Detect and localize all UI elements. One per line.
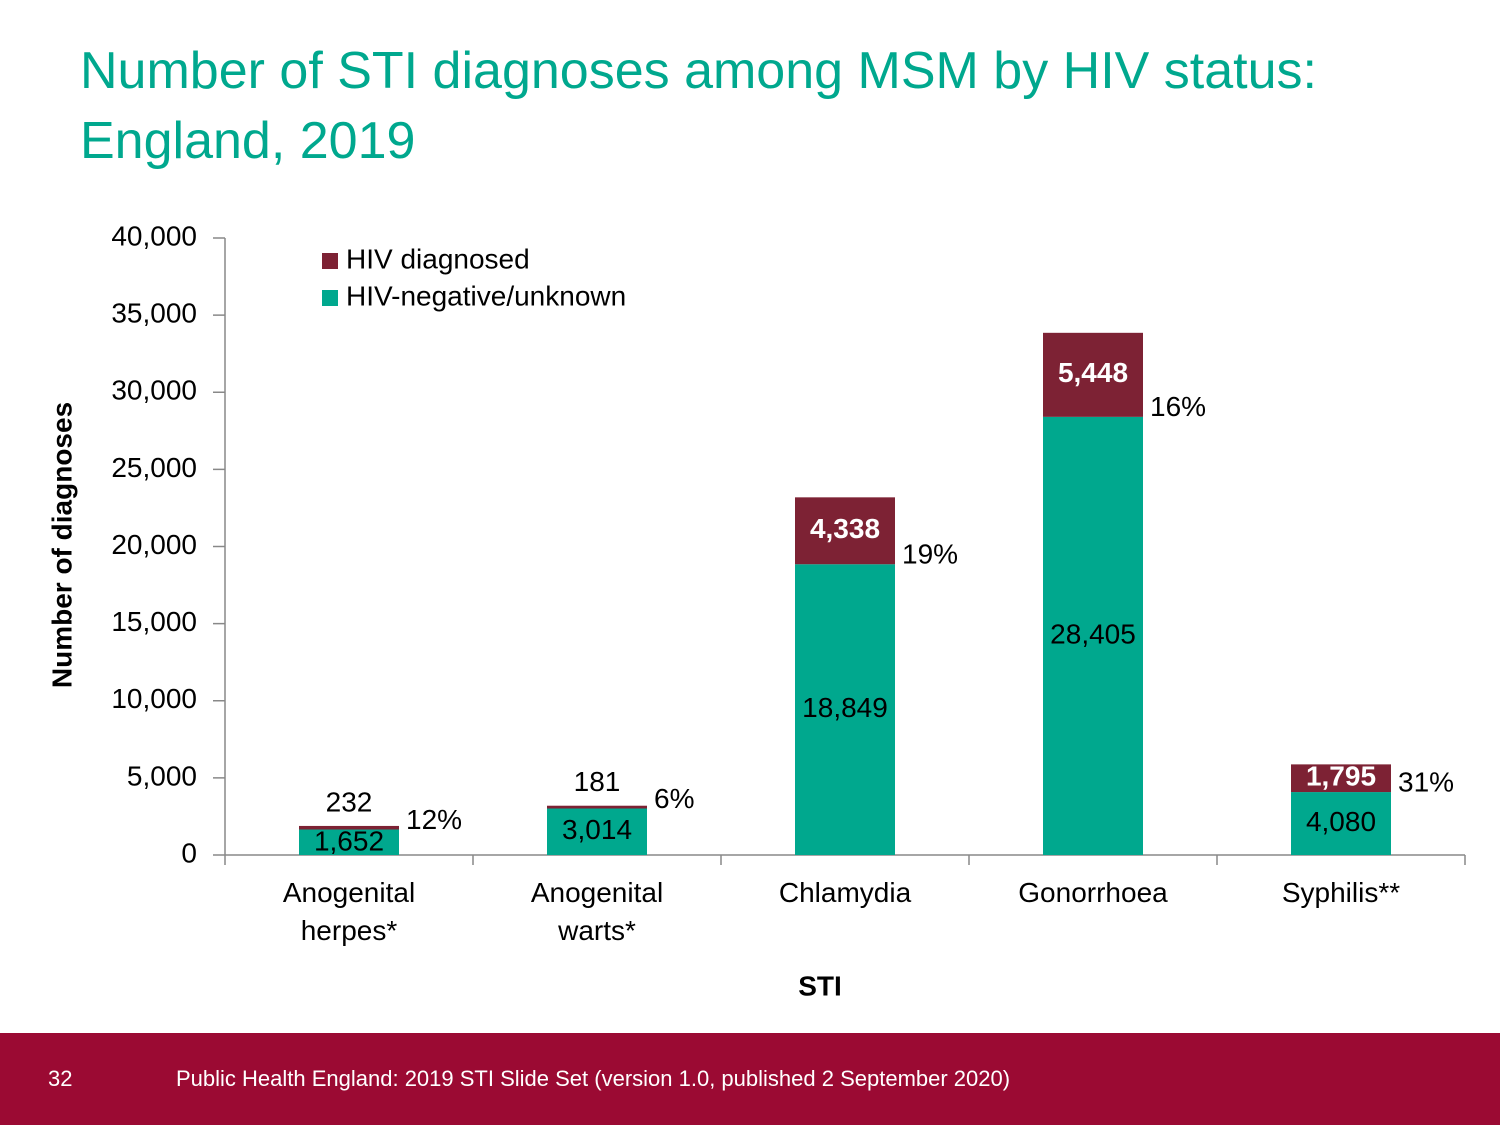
x-tick-label: Syphilis** [1281, 877, 1401, 908]
share-label: 12% [406, 804, 462, 835]
y-tick-label: 10,000 [111, 683, 197, 714]
legend-label: HIV-negative/unknown [346, 280, 626, 311]
value-label: 232 [326, 786, 373, 817]
bar-segment [1291, 764, 1391, 793]
bar-segment [795, 497, 895, 565]
footer-bar [0, 1033, 1500, 1125]
share-label: 31% [1398, 766, 1454, 797]
bar-segment [795, 564, 895, 855]
y-tick-label: 5,000 [127, 760, 197, 791]
y-tick-label: 35,000 [111, 298, 197, 329]
bar-segment [1291, 792, 1391, 855]
x-tick-label: Gonorrhoea [1018, 877, 1168, 908]
bar-segment [547, 808, 647, 855]
value-label: 28,405 [1050, 618, 1136, 649]
value-label: 1,652 [314, 825, 384, 856]
value-label: 181 [574, 766, 621, 797]
footer-source: Public Health England: 2019 STI Slide Se… [176, 1066, 1011, 1091]
share-label: 19% [902, 539, 958, 570]
value-label: 3,014 [562, 814, 632, 845]
y-tick-label: 30,000 [111, 375, 197, 406]
value-label: 4,338 [810, 513, 880, 544]
y-tick-label: 0 [181, 837, 197, 868]
legend-swatch [322, 253, 338, 269]
share-label: 16% [1150, 391, 1206, 422]
bar-segment [299, 829, 399, 855]
legend-label: HIV diagnosed [346, 243, 530, 274]
chart-title: Number of STI diagnoses among MSM by HIV… [80, 42, 1317, 170]
x-tick-label: Anogenital herpes* [282, 877, 416, 946]
value-label: 18,849 [802, 692, 888, 723]
y-axis-title: Number of diagnoses [46, 402, 77, 688]
bar-segment [299, 825, 399, 830]
y-tick-label: 20,000 [111, 529, 197, 560]
y-tick-label: 25,000 [111, 452, 197, 483]
share-label: 6% [654, 783, 694, 814]
x-axis-title: STI [798, 970, 842, 1001]
y-tick-label: 15,000 [111, 606, 197, 637]
value-label: 5,448 [1058, 357, 1128, 388]
bar-segment [1043, 416, 1143, 855]
slide-number: 32 [48, 1066, 73, 1091]
x-tick-label: Anogenital warts* [530, 877, 664, 946]
bar-segment [547, 805, 647, 809]
x-tick-label: Chlamydia [778, 877, 912, 908]
legend-swatch [322, 290, 338, 306]
value-label: 4,080 [1306, 806, 1376, 837]
bar-segment [1043, 332, 1143, 417]
y-tick-label: 40,000 [111, 220, 197, 251]
value-label: 1,795 [1306, 761, 1376, 792]
chart: Number of diagnoses STI 0 5,000 10,000 15,0… [46, 220, 1466, 1001]
